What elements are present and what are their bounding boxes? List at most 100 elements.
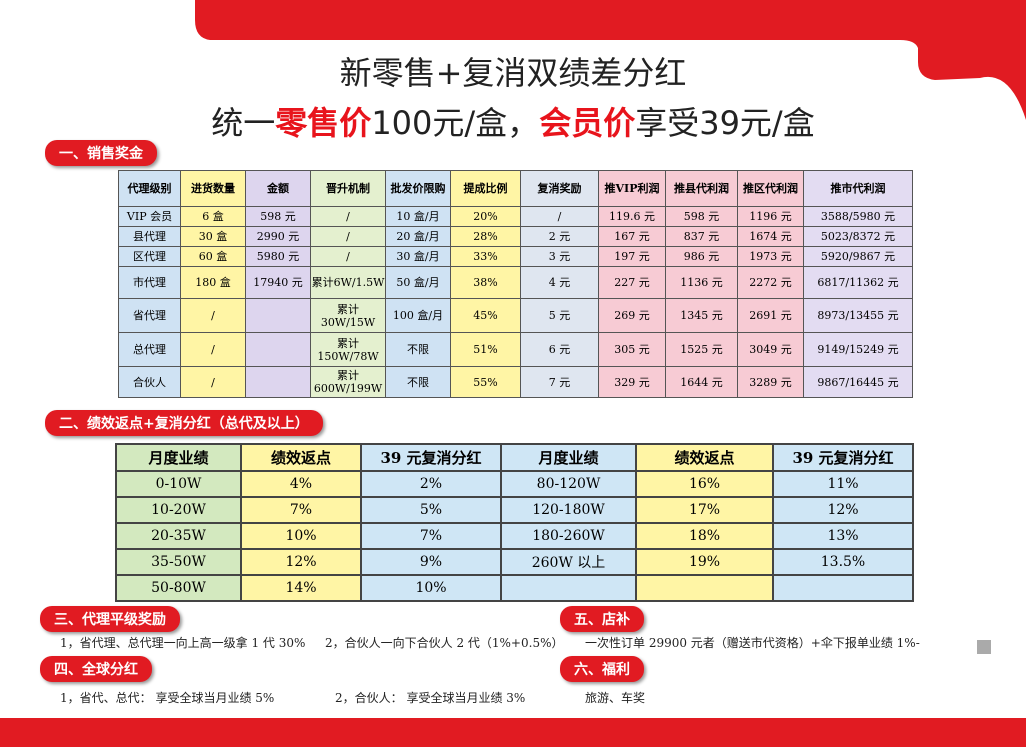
table-cell: 推县代利润 [665, 170, 738, 207]
item: 2，合伙人： 享受全球当月业绩 3% [335, 691, 526, 705]
table-cell: 0-10W [115, 470, 242, 498]
table-cell: 598 元 [245, 206, 311, 227]
table-cell: / [180, 298, 246, 333]
table-cell: 45% [450, 298, 521, 333]
section-heading: 二、绩效返点+复消分红（总代及以上） [45, 410, 323, 436]
table-cell: 120-180W [500, 496, 637, 524]
table-row: 月度业绩 绩效返点 39 元复消分红 月度业绩 绩效返点 39 元复消分红 [115, 443, 914, 472]
table-row: 10-20W 7% 5% 120-180W 17% 12% [115, 496, 914, 524]
table-cell: 28% [450, 226, 521, 247]
table-cell: 197 元 [598, 246, 666, 267]
table-row: 代理级别 进货数量 金额 晋升机制 批发价限购 提成比例 复消奖励 推VIP利润 推县代利润 推区… [118, 170, 913, 207]
table-row: 35-50W 12% 9% 260W 以上 19% 13.5% [115, 548, 914, 576]
table-cell: / [310, 206, 386, 227]
title: 新零售+复消双绩差分红 [339, 54, 687, 92]
table-cell: 14% [240, 574, 362, 602]
table-cell: 2990 元 [245, 226, 311, 247]
table-cell: 5% [360, 496, 502, 524]
section-heading: 五、店补 [560, 606, 644, 632]
table-row: 省代理 / 累计30W/15W 100 盒/月 45% 5 元 269 元 1345 元 269… [118, 298, 913, 333]
table-cell: 累计600W/199W [310, 366, 386, 398]
subtitle-part: 享受39元/盒 [635, 104, 815, 142]
table-cell: VIP 会员 [118, 206, 181, 227]
table-cell [772, 574, 914, 602]
table-cell: 35-50W [115, 548, 242, 576]
table-cell: 1136 元 [665, 266, 738, 299]
table-cell: 6 盒 [180, 206, 246, 227]
table-cell: 总代理 [118, 332, 181, 367]
table-cell: 绩效返点 [240, 443, 362, 472]
square [977, 640, 991, 654]
item: 旅游、车奖 [585, 691, 646, 705]
table-cell: 16% [635, 470, 774, 498]
table-cell: 10% [240, 522, 362, 550]
table-cell: 批发价限购 [385, 170, 451, 207]
table-cell: 227 元 [598, 266, 666, 299]
table-cell: 20-35W [115, 522, 242, 550]
table-cell: 38% [450, 266, 521, 299]
table-row: 县代理 30 盒 2990 元/20 盒/月 28% 2 元 167 元 837 元 1674… [118, 226, 913, 247]
item: 一次性订单 29900 元者（赠送市代资格）+伞下报单业绩 1%- [585, 636, 920, 650]
table-cell: 13% [772, 522, 914, 550]
table-cell: 累计150W/78W [310, 332, 386, 367]
table-cell: 51% [450, 332, 521, 367]
table-cell: 50-80W [115, 574, 242, 602]
table-cell: / [310, 226, 386, 247]
table-cell: 月度业绩 [500, 443, 637, 472]
table-cell: 1973 元 [737, 246, 804, 267]
table-cell: 月度业绩 [115, 443, 242, 472]
table-cell: 推市代利润 [803, 170, 913, 207]
table-cell: 9149/15249 元 [803, 332, 913, 367]
table-cell: 1674 元 [737, 226, 804, 247]
item: 1，省代理、总代理一向上高一级拿 1 代 30% [60, 636, 306, 650]
table-cell: 986 元 [665, 246, 738, 267]
item: 2，合伙人一向下合伙人 2 代（1%+0.5%） [325, 636, 564, 650]
table-cell: 5 元 [520, 298, 599, 333]
table-cell: 3588/5980 元 [803, 206, 913, 227]
table-cell: 累计6W/1.5W [310, 266, 386, 299]
section-heading: 四、全球分红 [40, 656, 152, 682]
table-cell [245, 366, 311, 398]
table-cell: 不限 [385, 366, 451, 398]
table-cell: 代理级别 [118, 170, 181, 207]
table-cell: 33% [450, 246, 521, 267]
subtitle-part: 统一 [211, 104, 276, 142]
table-cell: 绩效返点 [635, 443, 774, 472]
section-heading: 一、销售奖金 [45, 140, 157, 166]
table-cell: 167 元 [598, 226, 666, 247]
table-cell: 5023/8372 元 [803, 226, 913, 247]
table-cell [635, 574, 774, 602]
table-cell: 329 元 [598, 366, 666, 398]
table-cell: 7% [360, 522, 502, 550]
table-cell: 17% [635, 496, 774, 524]
table-cell: 10% [360, 574, 502, 602]
table-cell: 3049 元 [737, 332, 804, 367]
table-cell: 12% [772, 496, 914, 524]
table-cell: 80-120W [500, 470, 637, 498]
table-cell: 合伙人 [118, 366, 181, 398]
table-cell: 提成比例 [450, 170, 521, 207]
table-cell: 12% [240, 548, 362, 576]
subtitle-highlight: 零售价 [275, 104, 372, 142]
table-cell: / [310, 246, 386, 267]
subtitle-part: 100元/盒， [371, 104, 540, 142]
table-cell: 269 元 [598, 298, 666, 333]
table-cell: / [180, 332, 246, 367]
table-cell: 推VIP利润 [598, 170, 666, 207]
table-cell: 837 元 [665, 226, 738, 247]
table-cell: 晋升机制 [310, 170, 386, 207]
table-cell: 39 元复消分红 [772, 443, 914, 472]
table-row: 20-35W 10% 7% 180-260W 18% 13% [115, 522, 914, 550]
table-row: 市代理 180 盒 17940 元累计6W/1.5W 50 盒/月 38% 4 元 227 … [118, 266, 913, 299]
table-cell: 金额 [245, 170, 311, 207]
table-cell: 7% [240, 496, 362, 524]
table-cell: 3289 元 [737, 366, 804, 398]
table-cell: 10 盒/月 [385, 206, 451, 227]
table-cell: 4% [240, 470, 362, 498]
table-cell: 不限 [385, 332, 451, 367]
table-cell: 8973/13455 元 [803, 298, 913, 333]
table-cell: 60 盒 [180, 246, 246, 267]
table-cell: 30 盒 [180, 226, 246, 247]
